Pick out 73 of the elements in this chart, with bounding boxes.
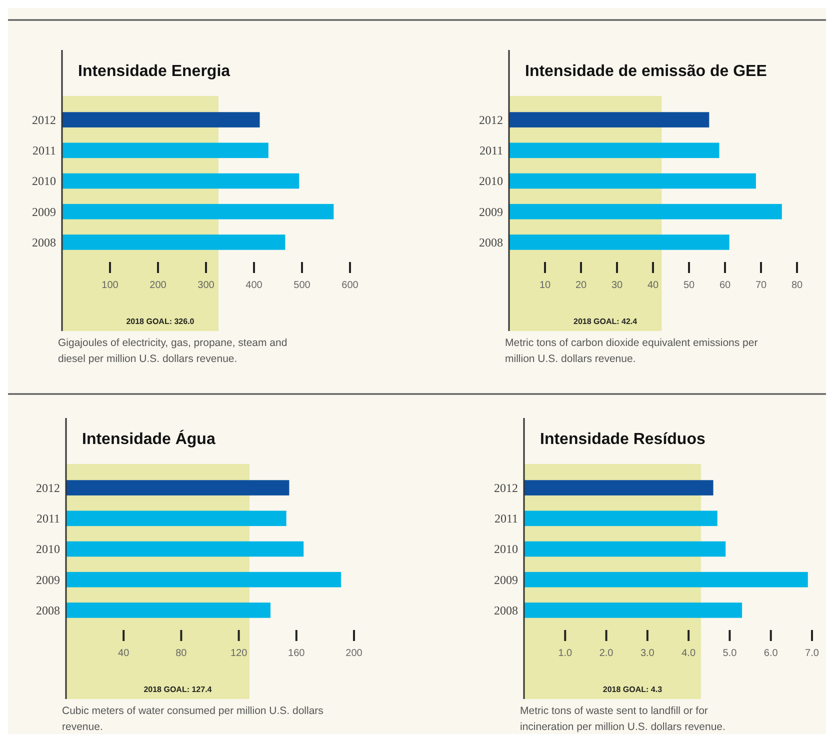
y-tick-label: 2012 (494, 480, 518, 495)
y-tick-label: 2011 (479, 144, 503, 158)
x-tick-label: 7.0 (805, 648, 820, 659)
bar (62, 204, 334, 220)
text: Metric tons of waste sent to landfill or for incineration per million U.S. dollars revenue. (520, 705, 726, 733)
bar (62, 173, 300, 189)
bar (524, 480, 714, 496)
y-tick-label: 2010 (32, 174, 56, 188)
y-tick-label: 2011 (494, 512, 518, 526)
x-tick-label: 5.0 (722, 648, 738, 659)
x-tick-label: 300 (198, 280, 215, 291)
x-tick-label: 3.0 (640, 648, 655, 659)
y-tick-label: 2012 (32, 112, 56, 127)
bar (509, 204, 782, 220)
x-tick-label: 500 (294, 280, 311, 291)
x-tick-label: 120 (230, 648, 248, 659)
x-tick-label: 200 (150, 280, 167, 291)
x-tick-label: 10 (539, 280, 551, 291)
x-tick-label: 40 (647, 280, 659, 291)
x-tick-label: 20 (575, 280, 587, 291)
chart-title: Intensidade Resíduos (540, 431, 706, 448)
y-tick-label: 2009 (494, 572, 518, 587)
bar (524, 602, 742, 618)
bar (509, 173, 756, 189)
y-tick-label: 2008 (36, 603, 60, 618)
x-tick-label: 6.0 (764, 648, 778, 659)
band-label: 2018 GOAL: 4.3 (602, 685, 663, 694)
y-tick-label: 2012 (479, 112, 503, 127)
bar (524, 510, 718, 526)
x-tick-label: 200 (346, 648, 363, 659)
bar (509, 112, 710, 128)
x-tick-label: 4.0 (682, 648, 696, 659)
chart-title: Intensidade de emissão de GEE (525, 63, 768, 80)
text: Metric tons of carbon dioxide equivalent emissions per million U.S. dollars revenue. (505, 337, 758, 365)
y-tick-label: 2011 (36, 512, 60, 526)
band-label: 2018 GOAL: 326.0 (126, 317, 195, 326)
text: Gigajoules of electricity, gas, propane, steam and diesel per million U.S. dollars revenue. (58, 337, 288, 365)
y-tick-label: 2011 (32, 144, 56, 158)
bar (62, 142, 268, 158)
chart-title: Intensidade Água (82, 429, 216, 448)
bar (62, 234, 286, 250)
x-tick-label: 70 (755, 280, 767, 291)
y-tick-label: 2008 (32, 235, 56, 250)
chart-title: Intensidade Energia (78, 63, 230, 80)
x-tick-label: 40 (118, 648, 130, 659)
x-tick-label: 80 (176, 648, 188, 659)
y-tick-label: 2009 (479, 204, 503, 219)
x-tick-label: 30 (611, 280, 623, 291)
text: Cubic meters of water consumed per million U.S. dollars revenue. (62, 705, 324, 733)
y-tick-label: 2010 (494, 542, 518, 556)
x-tick-label: 160 (288, 648, 306, 659)
x-tick-label: 50 (683, 280, 695, 291)
x-tick-label: 2.0 (599, 648, 614, 659)
x-tick-label: 400 (246, 280, 263, 291)
y-tick-label: 2009 (36, 572, 60, 587)
x-tick-label: 600 (342, 280, 359, 291)
x-tick-label: 1.0 (558, 648, 573, 659)
x-tick-label: 100 (102, 280, 119, 291)
y-tick-label: 2012 (36, 480, 60, 495)
x-tick-label: 60 (719, 280, 731, 291)
x-tick-label: 80 (791, 280, 803, 291)
bar (62, 112, 260, 128)
y-tick-label: 2009 (32, 204, 56, 219)
y-tick-label: 2010 (36, 542, 60, 556)
y-tick-label: 2010 (479, 174, 503, 188)
bar (509, 142, 720, 158)
y-tick-label: 2008 (479, 235, 503, 250)
y-tick-label: 2008 (494, 603, 518, 618)
band-label: 2018 GOAL: 42.4 (574, 317, 638, 326)
bar (509, 234, 730, 250)
bar (524, 541, 726, 557)
bar (524, 572, 808, 588)
band-label: 2018 GOAL: 127.4 (144, 685, 212, 694)
